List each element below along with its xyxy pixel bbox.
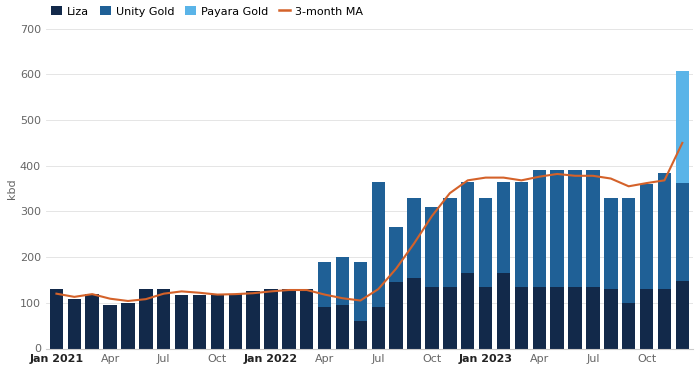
Bar	[568, 287, 582, 348]
Bar	[443, 198, 456, 287]
Bar	[407, 198, 421, 278]
Bar	[282, 289, 295, 348]
Bar	[300, 289, 314, 348]
Bar	[426, 287, 439, 348]
Bar	[389, 227, 403, 282]
Bar	[586, 170, 600, 287]
Bar	[550, 287, 564, 348]
Bar	[139, 289, 153, 348]
Bar	[658, 173, 671, 289]
Bar	[658, 289, 671, 348]
Bar	[372, 308, 385, 348]
Bar	[443, 287, 456, 348]
Bar	[407, 278, 421, 348]
Bar	[229, 294, 242, 348]
Bar	[50, 289, 63, 348]
Bar	[211, 295, 224, 348]
Bar	[497, 273, 510, 348]
Bar	[622, 303, 636, 348]
Bar	[246, 291, 260, 348]
Bar	[175, 295, 188, 348]
Bar	[568, 170, 582, 287]
Bar	[676, 183, 689, 281]
Bar	[604, 198, 617, 289]
Bar	[622, 198, 636, 303]
Bar	[461, 273, 475, 348]
Bar	[318, 308, 331, 348]
Bar	[604, 289, 617, 348]
Bar	[533, 170, 546, 287]
Bar	[389, 282, 403, 348]
Bar	[336, 257, 349, 305]
Bar	[586, 287, 600, 348]
Bar	[372, 182, 385, 308]
Bar	[121, 303, 134, 348]
Bar	[193, 295, 206, 348]
Bar	[479, 287, 492, 348]
Bar	[676, 71, 689, 183]
Bar	[68, 299, 81, 348]
Bar	[640, 184, 653, 289]
Legend: Liza, Unity Gold, Payara Gold, 3-month MA: Liza, Unity Gold, Payara Gold, 3-month M…	[51, 6, 363, 17]
Bar	[461, 182, 475, 273]
Bar	[533, 287, 546, 348]
Bar	[426, 207, 439, 287]
Bar	[479, 198, 492, 287]
Bar	[640, 289, 653, 348]
Bar	[514, 287, 528, 348]
Bar	[514, 182, 528, 287]
Bar	[157, 289, 170, 348]
Bar	[676, 281, 689, 348]
Bar	[85, 294, 99, 348]
Bar	[354, 321, 367, 348]
Bar	[550, 170, 564, 287]
Bar	[104, 305, 117, 348]
Y-axis label: kbd: kbd	[7, 178, 17, 199]
Bar	[318, 262, 331, 308]
Bar	[497, 182, 510, 273]
Bar	[354, 262, 367, 321]
Bar	[265, 289, 278, 348]
Bar	[336, 305, 349, 348]
